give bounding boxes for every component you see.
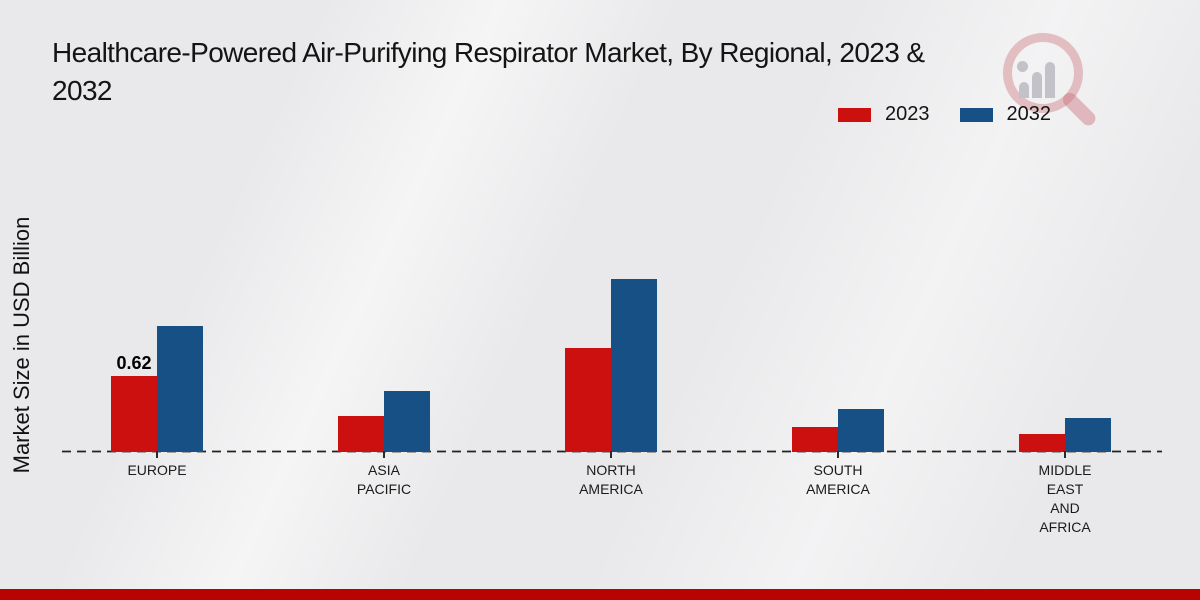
category-label-south-america: SOUTH AMERICA [806,462,870,497]
legend-item-2032: 2032 [959,103,1052,126]
bar-2023-north-america [565,348,611,452]
axis-tick-asia-pacific [383,451,385,458]
data-label-2023-europe: 0.62 [116,353,152,373]
axis-tick-europe [156,451,158,458]
chart-title-line-1: Healthcare-Powered Air-Purifying Respira… [52,37,925,68]
category-label-europe: EUROPE [127,462,187,478]
x-axis-baseline [62,450,1162,453]
axis-tick-south-america [837,451,839,458]
legend-label-2023: 2023 [885,103,930,125]
chart-title-line-2: 2032 [52,75,112,106]
legend-label-2032: 2032 [1006,103,1052,125]
logo-bar-icon [1019,82,1029,98]
bar-2023-asia-pacific [338,416,384,452]
magnifier-circle-icon [1003,33,1083,113]
axis-tick-middle-east-and-africa [1064,451,1066,458]
logo-bar-icon [1045,62,1055,98]
legend-swatch-2032 [959,107,993,122]
bar-2023-middle-east-and-africa [1019,434,1065,452]
footer-accent-strip [0,589,1200,600]
category-label-north-america: NORTH AMERICA [579,462,643,497]
logo-dot-icon [1017,61,1028,72]
legend: 2023 2032 [838,103,1051,126]
bar-2032-south-america [838,409,884,452]
bar-2032-middle-east-and-africa [1065,418,1111,452]
bar-2023-south-america [792,427,838,452]
axis-tick-north-america [610,451,612,458]
bar-2032-asia-pacific [384,391,430,452]
logo-bar-icon [1032,72,1042,98]
category-label-asia-pacific: ASIA PACIFIC [356,462,412,497]
mrfr-logo-watermark [995,25,1099,129]
bar-2023-europe [111,376,157,452]
chart-title: Healthcare-Powered Air-Purifying Respira… [52,34,1157,110]
bar-2032-north-america [611,279,657,452]
y-axis-label: Market Size in USD Billion [9,216,34,474]
legend-item-2023: 2023 [838,103,930,126]
bar-2032-europe [157,326,203,452]
legend-swatch-2023 [838,107,871,122]
category-label-middle-east-and-africa: MIDDLE EAST AND AFRICA [1038,462,1092,535]
